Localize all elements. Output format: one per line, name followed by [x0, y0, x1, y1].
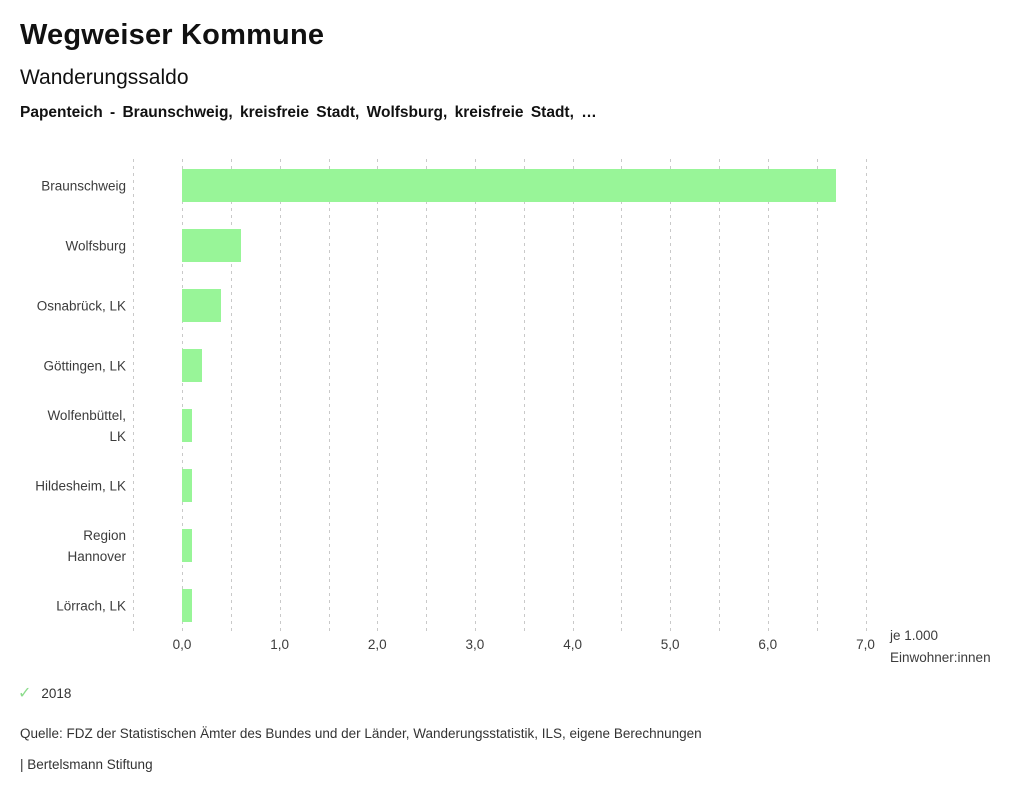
bar-wolfenbüttel-lk[interactable]: [182, 409, 192, 442]
x-tick-label: 2,0: [367, 637, 387, 652]
check-icon: ✓: [18, 683, 32, 702]
category-label: Lörrach, LK: [56, 598, 126, 613]
bar-braunschweig[interactable]: [182, 169, 837, 202]
chart-title: Wanderungssaldo: [20, 66, 189, 89]
gridline: [719, 159, 720, 631]
bar-lörrach-lk[interactable]: [182, 589, 192, 622]
chart-context-subtitle: Papenteich - Braunschweig, kreisfreie St…: [20, 104, 597, 121]
plot-area: je 1.000 Einwohner:innen Braunschweig Wol…: [35, 159, 991, 665]
brand-attribution: | Bertelsmann Stiftung: [20, 757, 153, 772]
legend-item-year[interactable]: ✓ 2018: [18, 685, 71, 701]
gridline: [230, 159, 232, 631]
gridline: [474, 159, 476, 631]
category-label: Wolfenbüttel, LK: [47, 407, 126, 444]
x-tick-label: 6,0: [758, 637, 778, 652]
x-tick-label: 5,0: [660, 637, 680, 652]
x-tick-label: 3,0: [465, 637, 485, 652]
gridline: [621, 159, 623, 631]
gridline: [133, 159, 135, 631]
gridline: [279, 159, 281, 631]
category-label: Braunschweig: [41, 178, 126, 193]
x-tick-label: 1,0: [270, 637, 289, 652]
axis-unit-label: je 1.000 Einwohner:innen: [890, 628, 991, 665]
x-tick-label: 4,0: [563, 637, 582, 652]
gridline: [865, 159, 867, 631]
legend-year-label: 2018: [41, 685, 72, 701]
category-label: Wolfsburg: [65, 238, 126, 253]
bar-wolfsburg[interactable]: [182, 229, 241, 262]
gridline: [426, 159, 428, 631]
gridline: [328, 159, 330, 631]
bar-osnabrück-lk[interactable]: [182, 289, 222, 322]
gridline: [767, 159, 769, 631]
category-label: Region Hannover: [67, 527, 126, 564]
x-tick-label: 0,0: [172, 637, 192, 652]
gridline: [182, 159, 183, 631]
bar-göttingen-lk[interactable]: [182, 349, 202, 382]
bar-hildesheim-lk[interactable]: [182, 469, 192, 502]
category-label: Hildesheim, LK: [35, 478, 126, 493]
category-label: Göttingen, LK: [43, 358, 126, 373]
gridline: [572, 159, 574, 631]
bar-region-hannover[interactable]: [182, 529, 192, 562]
app-title: Wegweiser Kommune: [20, 19, 325, 51]
gridline: [523, 159, 525, 631]
category-label: Osnabrück, LK: [36, 298, 126, 313]
gridline: [377, 159, 379, 631]
gridline: [816, 159, 818, 631]
gridline: [670, 159, 672, 631]
x-tick-label: 7,0: [856, 637, 875, 652]
source-attribution: Quelle: FDZ der Statistischen Ämter des …: [20, 726, 702, 741]
